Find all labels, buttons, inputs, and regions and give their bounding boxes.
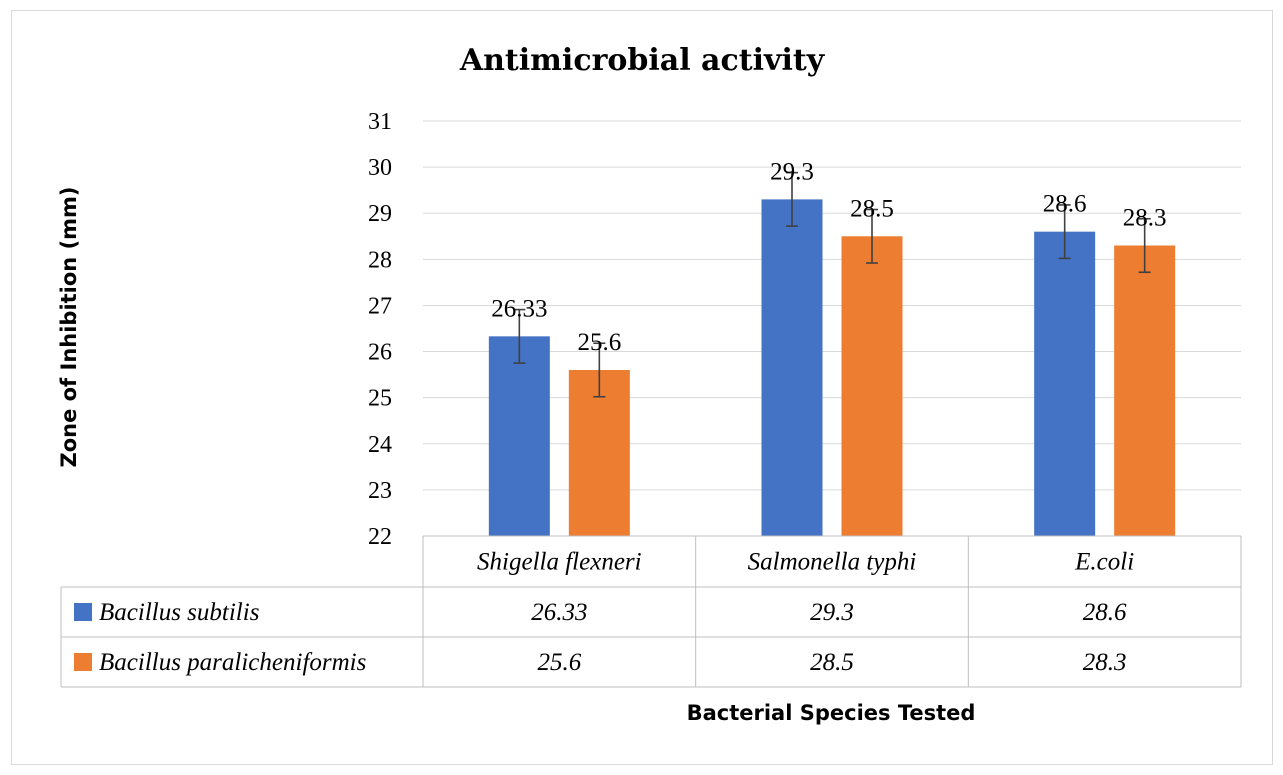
y-tick-label: 27 [368, 293, 392, 319]
data-label: 28.3 [1123, 205, 1167, 232]
chart-title: Antimicrobial activity [459, 43, 826, 78]
category-label: Salmonella typhi [748, 549, 917, 576]
y-tick-label: 30 [368, 155, 392, 181]
bar [568, 370, 630, 536]
gridlines [423, 120, 1241, 491]
bars [488, 199, 1176, 536]
data-label: 26.33 [491, 295, 547, 322]
data-labels: 26.33 25.6 29.3 28.5 28.6 28.3 [491, 158, 1166, 356]
data-label: 29.3 [770, 158, 814, 185]
data-table: Shigella flexneri Salmonella typhi E.coli B… [60, 535, 1242, 688]
legend-swatch [74, 603, 92, 621]
y-tick-label: 28 [368, 247, 392, 273]
legend-label: Bacillus paralicheniformis [99, 649, 366, 676]
table-value: 28.3 [1083, 649, 1127, 676]
y-tick-label: 31 [368, 109, 392, 135]
bar [761, 199, 823, 536]
y-axis-ticks: 22 23 24 25 26 27 28 29 30 31 [368, 109, 392, 550]
table-value: 25.6 [537, 649, 581, 676]
data-label: 28.6 [1043, 191, 1087, 218]
y-tick-label: 22 [368, 524, 392, 550]
bar [1034, 231, 1096, 536]
table-value: 28.6 [1083, 599, 1127, 626]
bar [488, 336, 550, 536]
y-axis-title: Zone of Inhibition (mm) [57, 186, 81, 467]
table-value: 29.3 [810, 599, 854, 626]
x-axis-title: Bacterial Species Tested [687, 701, 976, 725]
y-tick-label: 25 [368, 386, 392, 412]
data-label: 25.6 [577, 329, 621, 356]
y-tick-label: 26 [368, 340, 392, 366]
data-label: 28.5 [850, 195, 894, 222]
table-value: 26.33 [531, 599, 587, 626]
y-tick-label: 23 [368, 478, 392, 504]
error-bars [513, 171, 1151, 398]
legend-swatch [74, 653, 92, 671]
bar [841, 236, 903, 536]
y-tick-label: 24 [368, 432, 392, 458]
category-label: E.coli [1074, 549, 1134, 576]
table-value: 28.5 [810, 649, 854, 676]
y-tick-label: 29 [368, 201, 392, 227]
legend-label: Bacillus subtilis [99, 599, 259, 626]
category-label: Shigella flexneri [477, 549, 642, 576]
bar [1114, 245, 1176, 536]
